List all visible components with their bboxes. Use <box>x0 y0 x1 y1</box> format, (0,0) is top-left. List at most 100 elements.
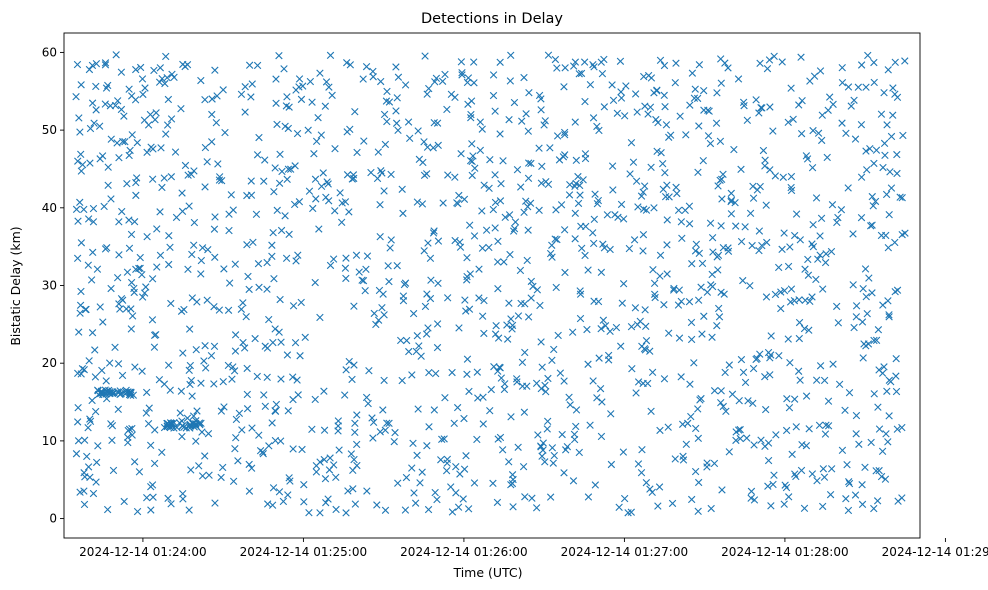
data-point <box>538 452 546 460</box>
data-point <box>161 79 169 88</box>
data-point <box>136 63 145 72</box>
data-point <box>542 387 550 396</box>
data-point <box>798 441 806 449</box>
data-point <box>672 183 680 192</box>
data-point <box>245 285 253 294</box>
data-point <box>628 364 636 373</box>
data-point <box>163 74 171 82</box>
data-point <box>83 452 91 461</box>
data-point <box>611 211 619 219</box>
data-point <box>710 387 719 395</box>
data-point <box>540 121 548 129</box>
data-point <box>359 75 367 83</box>
data-point <box>231 347 240 355</box>
data-point <box>868 289 876 297</box>
data-point <box>896 193 904 201</box>
data-point <box>779 173 787 181</box>
data-point <box>247 177 255 185</box>
data-point <box>136 253 144 262</box>
data-point <box>128 131 136 139</box>
data-point <box>423 90 431 98</box>
data-point <box>866 144 874 153</box>
data-point <box>132 191 140 200</box>
data-point <box>663 216 671 224</box>
data-point <box>757 436 765 444</box>
data-point <box>870 336 878 345</box>
data-point <box>849 230 857 238</box>
data-point <box>802 441 811 450</box>
data-point <box>694 296 703 304</box>
data-point <box>433 343 442 352</box>
data-point <box>138 293 147 301</box>
data-point <box>316 313 324 322</box>
data-point <box>870 504 878 513</box>
data-point <box>500 258 508 266</box>
data-point <box>480 296 488 305</box>
data-point <box>331 207 339 215</box>
data-point <box>394 73 403 81</box>
data-point <box>325 83 333 91</box>
data-point <box>189 420 197 428</box>
data-point <box>350 361 358 369</box>
data-point <box>434 141 442 150</box>
data-point <box>177 387 186 395</box>
data-point <box>686 101 694 109</box>
data-point <box>584 360 592 368</box>
data-point <box>535 91 544 100</box>
data-point <box>328 91 336 100</box>
data-point <box>322 78 331 86</box>
data-point <box>581 154 590 163</box>
data-point <box>804 255 812 264</box>
data-point <box>688 260 696 268</box>
data-point <box>386 244 394 252</box>
data-point <box>812 194 821 202</box>
data-point <box>752 96 760 104</box>
data-point <box>867 438 875 447</box>
data-point <box>656 272 664 280</box>
data-point <box>877 110 886 118</box>
data-point <box>156 208 164 216</box>
data-point <box>433 495 441 504</box>
data-point <box>411 499 420 507</box>
data-point <box>707 504 715 513</box>
data-point <box>600 244 609 252</box>
data-point <box>553 235 561 244</box>
data-point <box>815 421 824 430</box>
data-point <box>695 249 703 257</box>
data-point <box>320 387 328 395</box>
data-point <box>102 377 110 385</box>
data-point <box>675 334 684 342</box>
data-point <box>149 145 157 153</box>
data-point <box>349 171 358 179</box>
data-point <box>818 136 826 145</box>
data-point <box>572 406 581 414</box>
data-point <box>426 294 435 303</box>
data-point <box>144 420 153 428</box>
data-point <box>457 150 465 158</box>
data-point <box>145 404 153 412</box>
data-point <box>660 301 668 309</box>
data-point <box>681 206 689 215</box>
data-point <box>599 240 607 248</box>
data-point <box>558 430 566 439</box>
data-point <box>334 417 343 425</box>
data-point <box>201 364 210 372</box>
data-point <box>898 423 906 432</box>
data-point <box>265 315 273 324</box>
data-point <box>552 283 560 292</box>
data-point <box>615 503 623 511</box>
data-point <box>125 216 133 224</box>
data-point <box>187 466 195 474</box>
data-point <box>841 406 849 415</box>
data-point <box>607 460 616 469</box>
data-point <box>377 167 385 175</box>
data-point <box>536 301 544 310</box>
data-point <box>885 412 893 420</box>
data-point <box>341 264 350 272</box>
data-point <box>410 489 418 497</box>
data-point <box>309 204 317 213</box>
data-point <box>761 156 769 164</box>
data-point <box>708 333 716 341</box>
data-point <box>430 406 439 414</box>
data-point <box>353 461 361 470</box>
